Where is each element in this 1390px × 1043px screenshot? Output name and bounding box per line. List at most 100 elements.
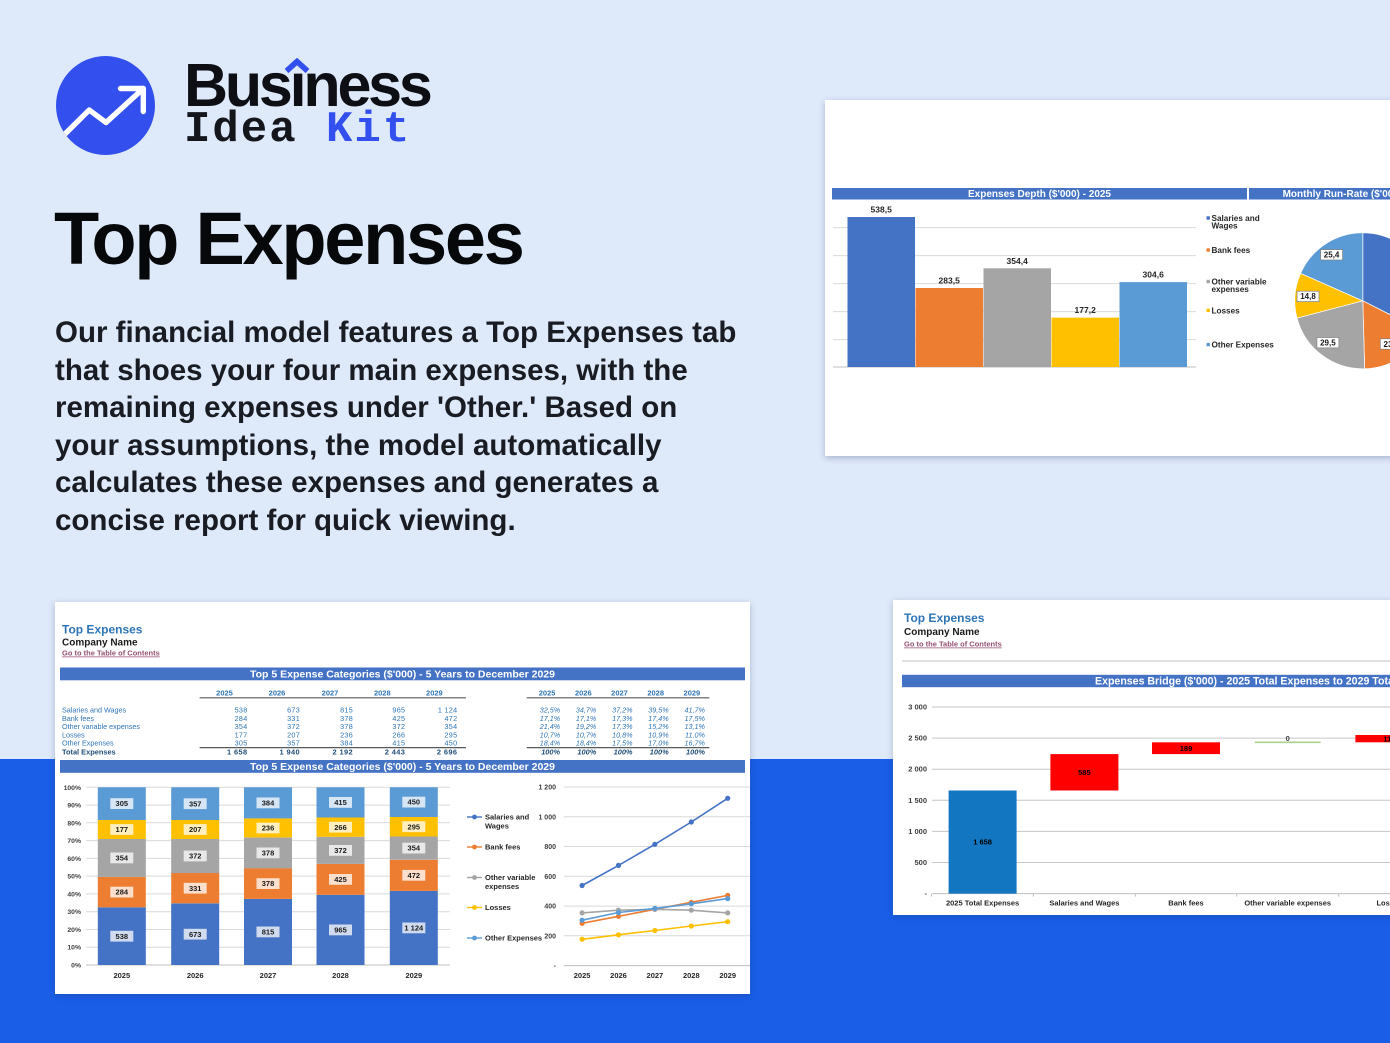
svg-text:17,4%: 17,4% xyxy=(648,714,669,723)
svg-text:472: 472 xyxy=(444,714,457,723)
svg-text:0%: 0% xyxy=(71,963,81,970)
svg-text:331: 331 xyxy=(287,714,300,723)
svg-text:284: 284 xyxy=(116,888,129,897)
svg-text:Go to the Table of Contents: Go to the Table of Contents xyxy=(62,649,160,658)
svg-text:34,7%: 34,7% xyxy=(576,706,597,715)
svg-text:2028: 2028 xyxy=(374,689,391,698)
svg-text:354: 354 xyxy=(116,854,129,863)
svg-text:284: 284 xyxy=(235,714,248,723)
svg-text:815: 815 xyxy=(340,706,353,715)
svg-text:815: 815 xyxy=(262,928,275,937)
svg-text:354,4: 354,4 xyxy=(1007,256,1029,266)
svg-text:2026: 2026 xyxy=(269,689,286,698)
svg-text:17,5%: 17,5% xyxy=(685,714,706,723)
svg-text:100%: 100% xyxy=(64,785,81,792)
svg-text:20%: 20% xyxy=(67,927,81,934)
svg-text:Other Expenses: Other Expenses xyxy=(1212,341,1275,350)
svg-text:425: 425 xyxy=(392,714,405,723)
svg-text:1 000: 1 000 xyxy=(908,827,927,836)
svg-text:378: 378 xyxy=(340,714,353,723)
svg-text:600: 600 xyxy=(544,874,556,881)
svg-text:10,9%: 10,9% xyxy=(648,730,669,739)
svg-text:372: 372 xyxy=(287,722,300,731)
svg-text:Salaries and Wages: Salaries and Wages xyxy=(62,706,126,715)
svg-text:2027: 2027 xyxy=(611,689,628,698)
svg-text:Salaries and: Salaries and xyxy=(485,813,530,822)
svg-text:200: 200 xyxy=(544,933,556,940)
svg-text:1 200: 1 200 xyxy=(538,785,556,792)
svg-text:14,8: 14,8 xyxy=(1300,292,1316,301)
svg-text:400: 400 xyxy=(544,904,556,911)
svg-text:17,5%: 17,5% xyxy=(612,739,633,748)
svg-text:100%: 100% xyxy=(614,747,633,756)
svg-text:Go to the Table of Contents: Go to the Table of Contents xyxy=(904,640,1002,649)
svg-text:378: 378 xyxy=(262,879,275,888)
svg-text:18,4%: 18,4% xyxy=(576,739,597,748)
svg-text:357: 357 xyxy=(287,739,300,748)
svg-text:1 658: 1 658 xyxy=(973,838,992,847)
svg-text:expenses: expenses xyxy=(1212,285,1250,294)
svg-text:Losses: Losses xyxy=(62,730,85,739)
svg-text:372: 372 xyxy=(334,846,347,855)
svg-text:538: 538 xyxy=(235,706,248,715)
svg-text:13,1%: 13,1% xyxy=(685,722,706,731)
svg-text:Company Name: Company Name xyxy=(904,627,980,638)
svg-text:2027: 2027 xyxy=(322,689,339,698)
svg-text:15,2%: 15,2% xyxy=(648,722,669,731)
svg-text:Other variable expenses: Other variable expenses xyxy=(62,722,140,731)
svg-text:17,1%: 17,1% xyxy=(540,714,561,723)
svg-text:538,5: 538,5 xyxy=(871,205,893,215)
svg-text:3 000: 3 000 xyxy=(908,703,927,712)
svg-text:10,7%: 10,7% xyxy=(576,730,597,739)
svg-text:39,5%: 39,5% xyxy=(648,706,669,715)
svg-text:17,1%: 17,1% xyxy=(576,714,597,723)
svg-text:2027: 2027 xyxy=(260,971,277,980)
svg-text:2025: 2025 xyxy=(539,689,556,698)
svg-text:29,5: 29,5 xyxy=(1320,339,1336,348)
svg-text:100%: 100% xyxy=(686,747,705,756)
svg-text:21,4%: 21,4% xyxy=(539,722,561,731)
svg-text:538: 538 xyxy=(116,932,129,941)
svg-text:18,4%: 18,4% xyxy=(540,739,561,748)
svg-text:Top Expenses: Top Expenses xyxy=(904,611,985,625)
svg-text:673: 673 xyxy=(189,930,202,939)
svg-text:2025: 2025 xyxy=(216,689,233,698)
svg-text:Bank fees: Bank fees xyxy=(62,714,94,723)
svg-text:Other variable: Other variable xyxy=(1212,278,1268,287)
svg-text:Top 5 Expense Categories ($'00: Top 5 Expense Categories ($'000) - 5 Yea… xyxy=(250,761,555,773)
svg-text:2 192: 2 192 xyxy=(333,747,354,756)
svg-text:Salaries and: Salaries and xyxy=(1212,214,1260,223)
svg-text:965: 965 xyxy=(334,926,347,935)
svg-text:283,5: 283,5 xyxy=(939,276,961,286)
svg-text:2026: 2026 xyxy=(187,971,204,980)
svg-text:Top 5 Expense Categories ($'00: Top 5 Expense Categories ($'000) - 5 Yea… xyxy=(250,668,555,680)
svg-text:2 000: 2 000 xyxy=(908,765,927,774)
svg-text:450: 450 xyxy=(408,798,421,807)
svg-text:2029: 2029 xyxy=(684,689,701,698)
svg-text:1 000: 1 000 xyxy=(538,814,556,821)
svg-text:90%: 90% xyxy=(67,803,81,810)
svg-text:384: 384 xyxy=(340,739,353,748)
svg-text:11,0%: 11,0% xyxy=(685,730,705,739)
svg-text:40%: 40% xyxy=(67,891,81,898)
svg-text:Other variable: Other variable xyxy=(485,873,535,882)
svg-text:17,3%: 17,3% xyxy=(612,714,633,723)
svg-text:1 500: 1 500 xyxy=(908,796,927,805)
svg-text:Losses: Losses xyxy=(1376,898,1390,907)
svg-text:354: 354 xyxy=(235,722,248,731)
svg-text:2 696: 2 696 xyxy=(437,747,458,756)
svg-text:378: 378 xyxy=(262,849,275,858)
svg-text:472: 472 xyxy=(408,871,421,880)
svg-text:1 124: 1 124 xyxy=(438,706,458,715)
svg-text:372: 372 xyxy=(189,852,202,861)
svg-text:Total Expenses: Total Expenses xyxy=(62,747,116,756)
svg-text:Wages: Wages xyxy=(1212,222,1239,231)
svg-text:1 658: 1 658 xyxy=(227,747,248,756)
svg-text:266: 266 xyxy=(334,823,347,832)
svg-text:2025: 2025 xyxy=(113,971,130,980)
svg-text:450: 450 xyxy=(444,739,457,748)
svg-text:118: 118 xyxy=(1383,734,1390,743)
svg-text:100%: 100% xyxy=(577,747,596,756)
svg-text:Expenses Depth ($'000) - 2025: Expenses Depth ($'000) - 2025 xyxy=(968,189,1111,200)
svg-text:2025 Total Expenses: 2025 Total Expenses xyxy=(946,898,1019,907)
